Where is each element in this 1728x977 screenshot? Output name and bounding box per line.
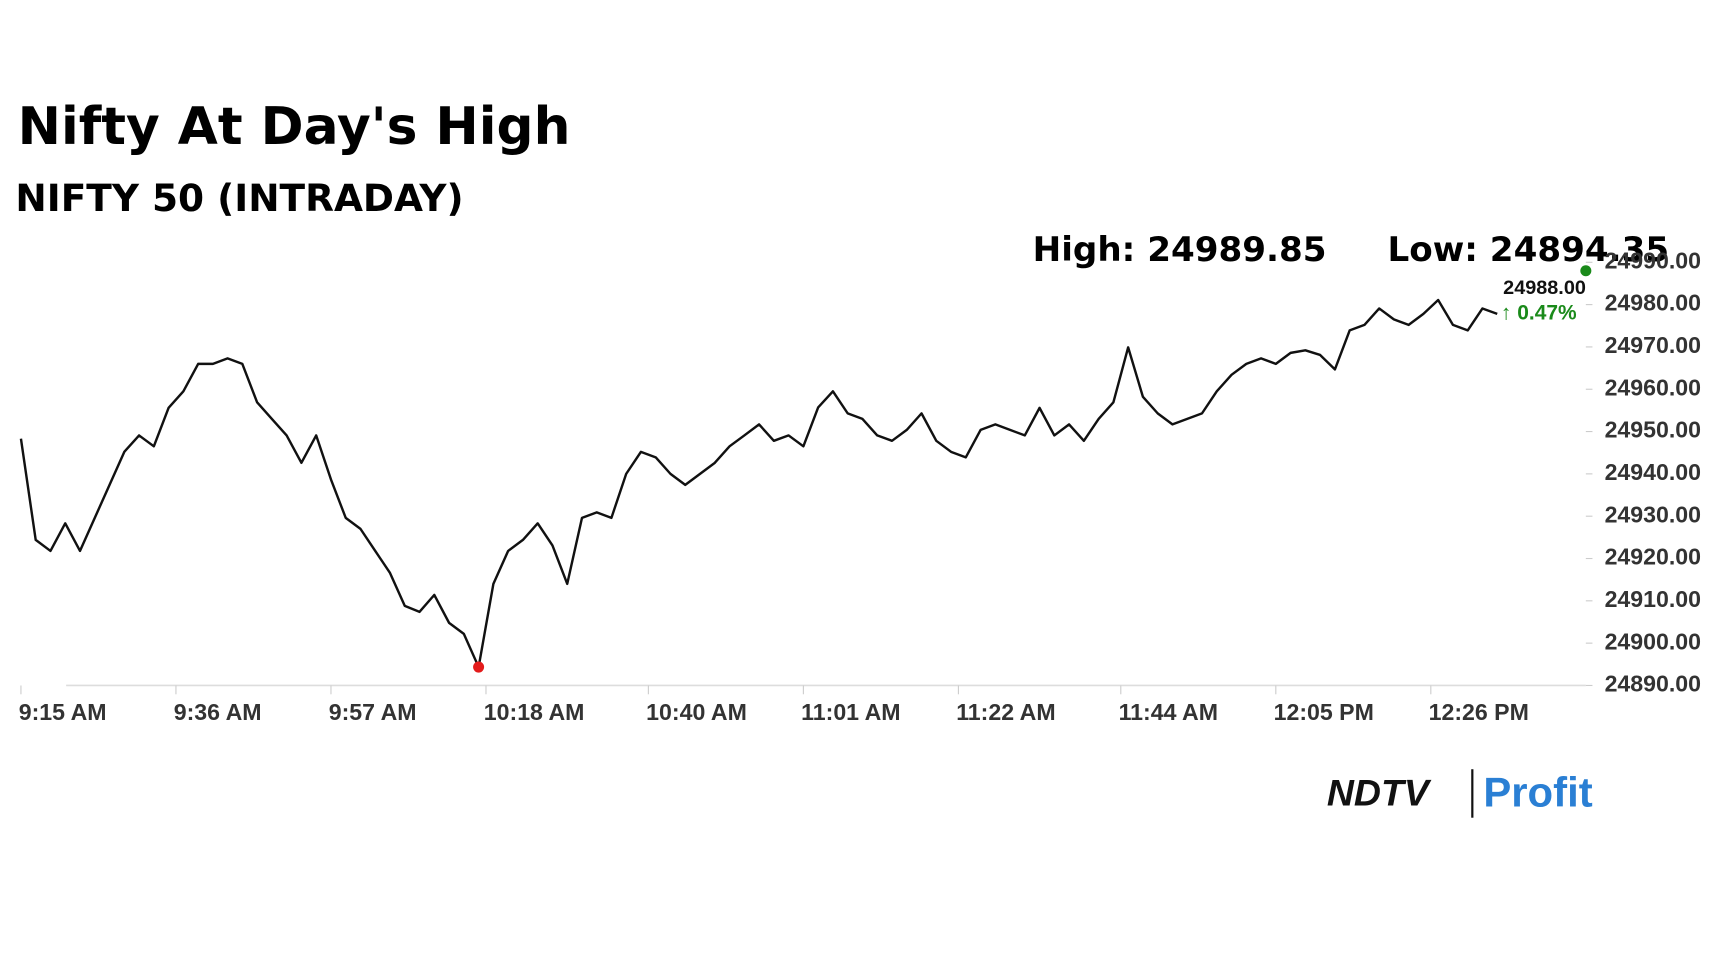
point-marker (473, 661, 485, 673)
low-text: Low: 24894.35 (1387, 230, 1669, 270)
y-tick-label: 24890.00 (1605, 671, 1701, 697)
x-tick-label: 10:40 AM (646, 699, 747, 725)
last-value: 24988.00 (1503, 277, 1586, 299)
chart-subtitle: NIFTY 50 (INTRADAY) (15, 176, 463, 220)
x-tick-label: 12:26 PM (1429, 699, 1529, 725)
price-line (19, 298, 1498, 669)
y-tick-label: 24900.00 (1605, 628, 1701, 654)
y-tick-label: 24980.00 (1605, 290, 1701, 316)
change-value: ↑ 0.47% (1501, 302, 1577, 325)
x-tick-label: 11:44 AM (1119, 699, 1218, 725)
y-tick-label: 24960.00 (1605, 374, 1701, 400)
y-tick-label: 24990.00 (1605, 247, 1701, 273)
x-tick-label: 11:01 AM (801, 699, 900, 725)
point-marker (1580, 265, 1592, 277)
y-tick-label: 24920.00 (1605, 544, 1701, 570)
y-tick-label: 24930.00 (1605, 501, 1701, 527)
y-tick-label: 24950.00 (1605, 417, 1701, 443)
x-tick-label: 10:18 AM (484, 699, 585, 725)
x-tick-label: 11:22 AM (956, 699, 1055, 725)
high-text: High: 24989.85 (1033, 230, 1327, 270)
chart-title: Nifty At Day's High (18, 97, 571, 157)
x-tick-label: 12:05 PM (1274, 699, 1374, 725)
brand-profit: Profit (1483, 769, 1592, 816)
y-tick-label: 24910.00 (1605, 586, 1701, 612)
x-tick-label: 9:15 AM (19, 699, 107, 725)
x-tick-label: 9:36 AM (174, 699, 262, 725)
x-tick-label: 9:57 AM (329, 699, 417, 725)
brand-ndtv: NDTV (1327, 772, 1432, 814)
y-tick-label: 24940.00 (1605, 459, 1701, 485)
y-tick-label: 24970.00 (1605, 332, 1701, 358)
